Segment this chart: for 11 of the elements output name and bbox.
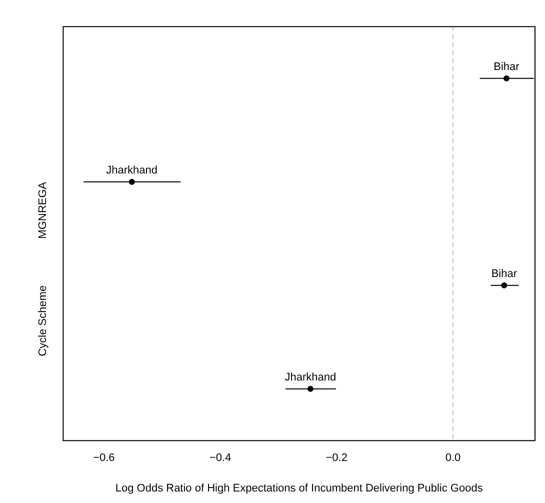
data-label: Jharkhand <box>284 371 336 384</box>
x-tick-label: −0.2 <box>326 452 348 464</box>
data-label: Bihar <box>494 60 520 73</box>
x-tick-label: 0.0 <box>445 452 461 464</box>
x-tick-label: −0.6 <box>93 452 115 464</box>
y-tick-label: Cycle Scheme <box>37 285 50 356</box>
y-tick-label: MGNREGA <box>37 181 50 239</box>
x-axis-title: Log Odds Ratio of High Expectations of Incumbent Delivering Public Goods <box>115 482 484 494</box>
data-label: Jharkhand <box>106 164 158 176</box>
x-tick-label: −0.4 <box>209 452 232 464</box>
data-label: Bihar <box>491 268 518 280</box>
